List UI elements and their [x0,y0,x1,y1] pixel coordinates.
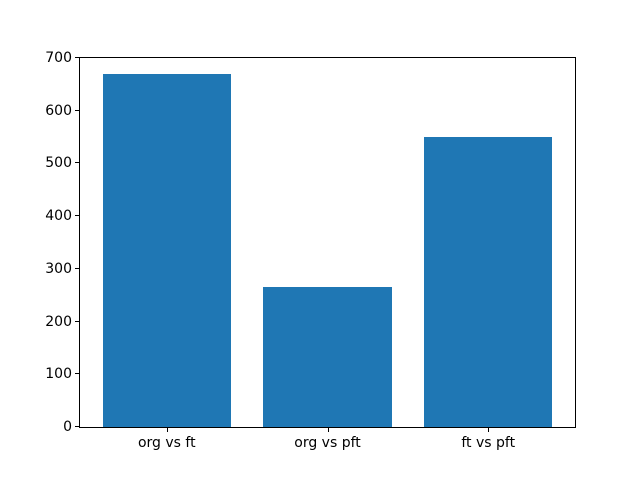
y-tick-label: 200 [45,313,72,330]
y-tick-mark [75,109,79,111]
bar-org-vs-pft [263,287,392,427]
bar-org-vs-ft [102,73,232,427]
y-tick-mark [75,162,79,164]
bar-ft-vs-pft [423,137,553,427]
y-tick-label: 300 [45,260,72,277]
y-tick-mark [75,320,79,322]
y-tick-label: 0 [63,419,72,435]
y-tick-mark [75,57,79,58]
y-tick-mark [75,426,79,427]
y-tick-label: 100 [45,366,72,383]
y-tick-mark [75,267,79,269]
y-tick-label: 600 [45,102,72,119]
x-tick-label: org vs pft [294,435,361,451]
y-tick-mark [75,215,79,217]
x-tick-label: ft vs pft [461,435,516,451]
y-tick-label: 700 [45,50,72,66]
y-tick-label: 500 [45,155,72,172]
x-tick-label: org vs ft [137,435,196,451]
x-tick-mark [327,428,329,432]
x-tick-mark [166,428,168,432]
y-tick-label: 400 [45,208,72,225]
y-tick-mark [75,373,79,375]
x-tick-mark [488,428,490,432]
